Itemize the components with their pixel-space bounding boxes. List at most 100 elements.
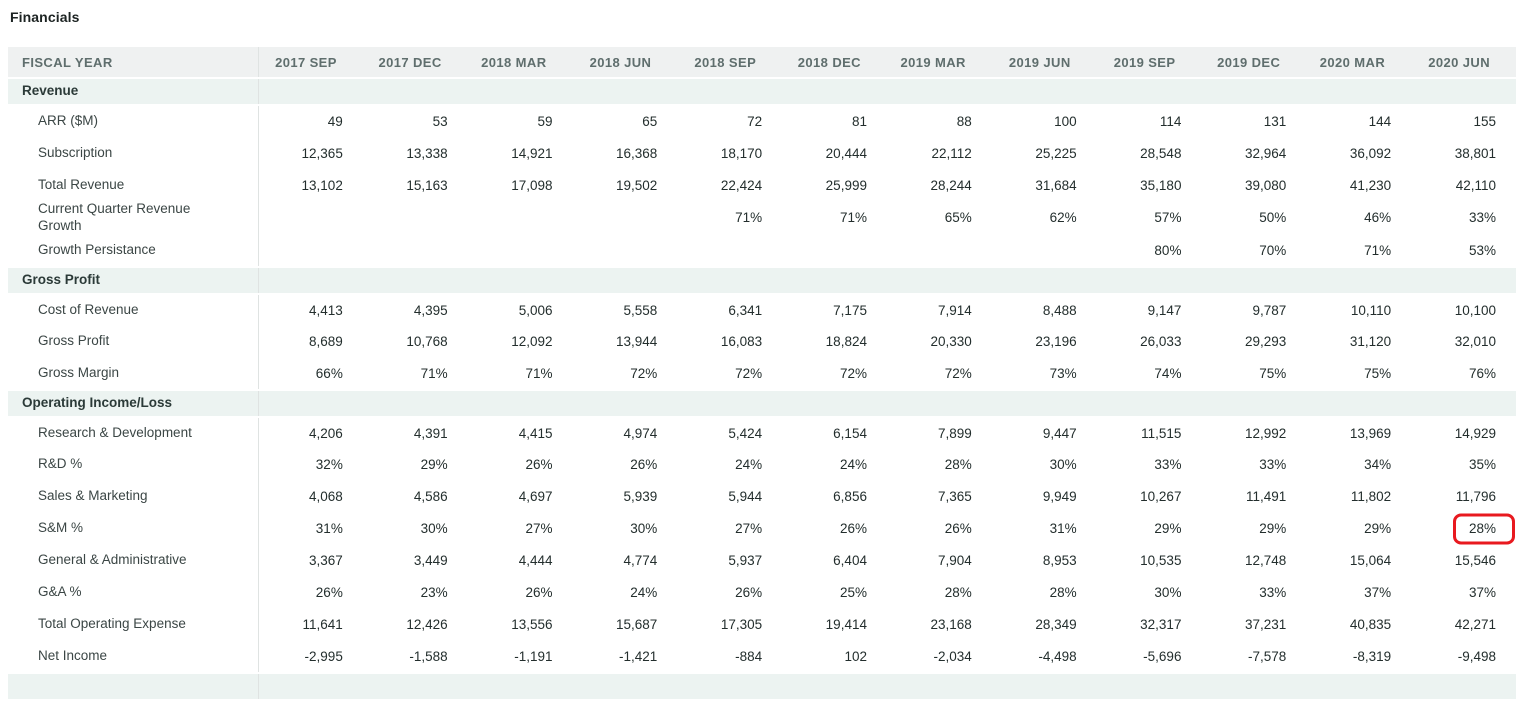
table-row: S&M % 31% 30% 27% 30% 27% 26% 26% 31% 29% 29% 29% 28… bbox=[8, 512, 1516, 545]
table-row: Subscription 12,365 13,338 14,921 16,368 18,1… bbox=[8, 137, 1516, 169]
table-cell: 7,904 bbox=[886, 544, 992, 577]
table-cell: 6,856 bbox=[782, 480, 887, 513]
table-row: Gross Margin 66% 71% 71% 72% 72% 72% 72% 73% 74% 7… bbox=[8, 357, 1516, 390]
table-cell: 27% bbox=[677, 512, 783, 545]
row-label: Total Operating Expense bbox=[8, 608, 259, 641]
table-cell: -2,034 bbox=[886, 640, 992, 673]
table-cell: 80% bbox=[1096, 234, 1202, 267]
table-cell: -5,696 bbox=[1096, 640, 1202, 673]
column-header: 2020 MAR bbox=[1306, 47, 1412, 79]
table-cell: -4,498 bbox=[991, 640, 1097, 673]
table-cell: 71% bbox=[362, 357, 468, 390]
table-cell: 20,330 bbox=[886, 325, 992, 358]
table-cell: 41,230 bbox=[1306, 169, 1412, 201]
section-label bbox=[8, 671, 259, 701]
table-row: Total Revenue 13,102 15,163 17,098 19,502 22,… bbox=[8, 169, 1516, 201]
table-cell[interactable]: 28% bbox=[1411, 512, 1516, 545]
table-cell: 10,267 bbox=[1096, 480, 1202, 513]
table-cell: 29% bbox=[1201, 512, 1307, 545]
table-cell: 7,175 bbox=[782, 293, 887, 326]
table-cell: 20,444 bbox=[782, 137, 887, 169]
row-label: Growth Persistance bbox=[8, 234, 259, 267]
table-cell: 13,556 bbox=[467, 608, 573, 641]
column-header: 2017 DEC bbox=[362, 47, 468, 79]
table-cell: 15,064 bbox=[1306, 544, 1412, 577]
row-label: Subscription bbox=[8, 137, 259, 169]
table-cell: 5,939 bbox=[572, 480, 678, 513]
table-cell: 33% bbox=[1201, 448, 1307, 481]
table-cell: 23,196 bbox=[991, 325, 1097, 358]
table-cell: 29% bbox=[1306, 512, 1412, 545]
table-cell: 4,391 bbox=[362, 416, 468, 449]
table-cell: 12,426 bbox=[362, 608, 468, 641]
table-cell: 25,225 bbox=[991, 137, 1097, 169]
table-cell: 24% bbox=[572, 576, 678, 609]
table-cell: 155 bbox=[1411, 105, 1516, 137]
table-row: Cost of Revenue 4,413 4,395 5,006 5,558 6,341… bbox=[8, 293, 1516, 326]
table-cell: 75% bbox=[1306, 357, 1412, 390]
column-header: 2019 JUN bbox=[991, 47, 1097, 79]
financials-page: Financials FISCAL YEAR 2017 SEP 2017 DEC 2… bbox=[8, 9, 1516, 701]
table-cell: 13,969 bbox=[1306, 416, 1412, 449]
section-row: Revenue bbox=[8, 77, 1516, 106]
table-cell: 32,010 bbox=[1411, 325, 1516, 358]
table-cell: 28% bbox=[886, 576, 992, 609]
table-cell: 4,586 bbox=[362, 480, 468, 513]
table-cell: 17,305 bbox=[677, 608, 783, 641]
table-cell: 31% bbox=[991, 512, 1097, 545]
table-cell: 62% bbox=[991, 201, 1097, 235]
table-cell: 9,787 bbox=[1201, 293, 1307, 326]
table-cell: 4,395 bbox=[362, 293, 468, 326]
table-row: G&A % 26% 23% 26% 24% 26% 25% 28% 28% 30% 33% 37% 37… bbox=[8, 576, 1516, 609]
table-row: Total Operating Expense 11,641 12,426 13,55… bbox=[8, 608, 1516, 641]
table-cell: 144 bbox=[1306, 105, 1412, 137]
table-row: Current Quarter Revenue Growth 71% 71% 65% 6… bbox=[8, 201, 1516, 235]
table-cell: 49 bbox=[258, 105, 363, 137]
table-cell: 29% bbox=[362, 448, 468, 481]
table-cell: 5,558 bbox=[572, 293, 678, 326]
table-cell: 23% bbox=[362, 576, 468, 609]
table-cell: 13,944 bbox=[572, 325, 678, 358]
table-cell: 12,092 bbox=[467, 325, 573, 358]
table-cell: 33% bbox=[1411, 201, 1516, 235]
table-cell: 31% bbox=[258, 512, 363, 545]
table-cell: 39,080 bbox=[1201, 169, 1307, 201]
column-header: 2019 DEC bbox=[1201, 47, 1307, 79]
table-cell bbox=[362, 201, 468, 235]
row-label: Sales & Marketing bbox=[8, 480, 259, 513]
table-cell: 32% bbox=[258, 448, 363, 481]
table-header-row: FISCAL YEAR 2017 SEP 2017 DEC 2018 MAR 2018… bbox=[8, 47, 1516, 79]
table-cell: 31,684 bbox=[991, 169, 1097, 201]
table-cell: 11,796 bbox=[1411, 480, 1516, 513]
table-cell: 11,802 bbox=[1306, 480, 1412, 513]
table-cell: 34% bbox=[1306, 448, 1412, 481]
table-cell: 35,180 bbox=[1096, 169, 1202, 201]
section-fill bbox=[258, 671, 1516, 701]
row-label: General & Administrative bbox=[8, 544, 259, 577]
table-cell: 4,206 bbox=[258, 416, 363, 449]
table-cell: 8,953 bbox=[991, 544, 1097, 577]
table-cell: 30% bbox=[572, 512, 678, 545]
table-cell: 10,535 bbox=[1096, 544, 1202, 577]
table-cell bbox=[572, 201, 678, 235]
section-row: Operating Income/Loss bbox=[8, 388, 1516, 418]
table-cell: 7,914 bbox=[886, 293, 992, 326]
row-label: R&D % bbox=[8, 448, 259, 481]
table-cell: 16,083 bbox=[677, 325, 783, 358]
table-cell: 72% bbox=[677, 357, 783, 390]
section-row bbox=[8, 671, 1516, 701]
table-cell: 5,937 bbox=[677, 544, 783, 577]
table-cell: -9,498 bbox=[1411, 640, 1516, 673]
table-cell: 74% bbox=[1096, 357, 1202, 390]
table-cell: -8,319 bbox=[1306, 640, 1412, 673]
table-cell: 72% bbox=[782, 357, 887, 390]
table-cell: 57% bbox=[1096, 201, 1202, 235]
table-cell: 50% bbox=[1201, 201, 1307, 235]
table-cell: 4,774 bbox=[572, 544, 678, 577]
table-cell: -1,191 bbox=[467, 640, 573, 673]
table-cell: 9,447 bbox=[991, 416, 1097, 449]
table-cell: 4,068 bbox=[258, 480, 363, 513]
row-label: Cost of Revenue bbox=[8, 293, 259, 326]
table-cell: 13,102 bbox=[258, 169, 363, 201]
table-cell: 26% bbox=[572, 448, 678, 481]
